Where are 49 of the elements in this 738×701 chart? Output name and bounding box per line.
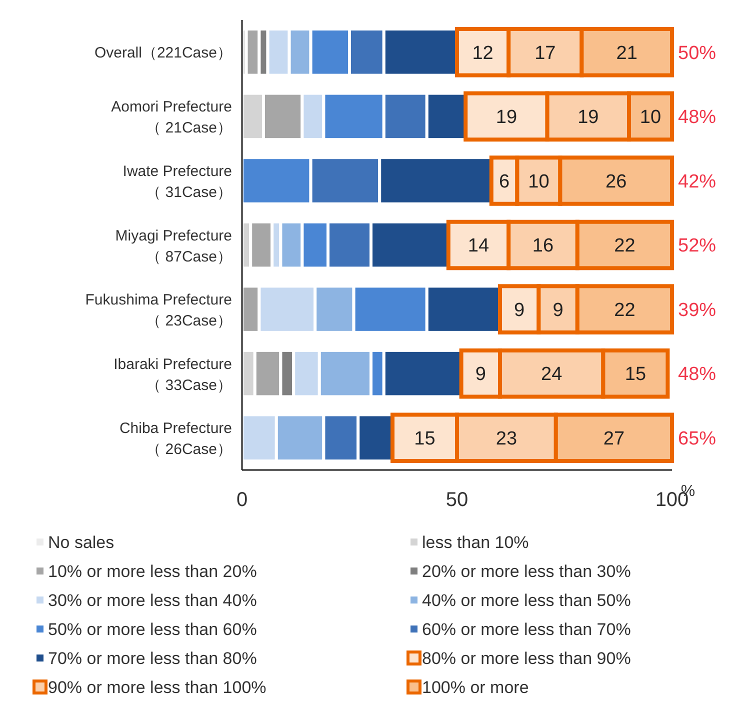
data-label: 19 (496, 107, 518, 128)
text: 52% (678, 236, 716, 257)
text: 50% (678, 42, 716, 64)
legend-label: 30% or more less than 40% (48, 590, 257, 610)
data-label: 9 (514, 300, 525, 321)
text: 39% (678, 300, 716, 321)
data-label: 16 (532, 236, 554, 257)
data-label: 19 (578, 107, 599, 128)
text: 42% (678, 171, 716, 192)
legend-label: 90% or more less than 100% (48, 678, 266, 697)
y-tick-label: Iwate Prefecture （ 31Case） (122, 162, 232, 201)
text: 48% (678, 364, 716, 386)
legend-label: 60% or more less than 70% (422, 620, 631, 639)
x-tick-label: 50 (446, 489, 468, 511)
x-tick-label: 0 (236, 489, 248, 511)
data-label: 6 (499, 171, 510, 192)
data-label: 17 (534, 42, 556, 64)
text: 48% (678, 107, 716, 128)
legend-label: 20% or more less than 30% (422, 562, 631, 581)
legend-label: 40% or more less than 50% (422, 590, 631, 610)
y-tick-label: Overall（221Case） (94, 44, 232, 62)
data-label: 27 (603, 428, 625, 450)
data-label: 10 (528, 171, 550, 192)
data-label: 22 (614, 236, 636, 257)
data-label: 23 (496, 428, 518, 450)
data-label: 24 (541, 364, 563, 386)
data-label: 9 (475, 364, 486, 386)
data-label: 15 (624, 364, 646, 386)
y-tick-label: Fukushima Prefecture （ 23Case） (85, 292, 232, 330)
y-tick-label: Ibaraki Prefecture （ 33Case） (114, 356, 232, 394)
legend-label: No sales (48, 532, 114, 552)
y-tick-label: Aomori Prefecture （ 21Case） (111, 98, 232, 137)
legend-label: 70% or more less than 80% (48, 648, 257, 668)
y-tick-label: Miyagi Prefecture （ 87Case） (115, 227, 232, 266)
data-label: 10 (640, 107, 662, 128)
data-label: 12 (472, 42, 494, 64)
data-label: 21 (616, 42, 638, 64)
data-label: 14 (468, 236, 490, 257)
text: 65% (678, 428, 716, 450)
legend-label: 50% or more less than 60% (48, 620, 257, 639)
data-label: 9 (552, 300, 564, 321)
data-label: 26 (606, 171, 627, 192)
y-tick-label: Chiba Prefecture （ 26Case） (119, 420, 232, 458)
data-label: 22 (614, 300, 636, 321)
legend-label: less than 10% (422, 532, 529, 552)
legend-label: 80% or more less than 90% (422, 648, 631, 668)
data-label: 15 (414, 428, 436, 450)
legend-label: 100% or more (422, 678, 529, 697)
legend-label: 10% or more less than 20% (48, 562, 257, 581)
